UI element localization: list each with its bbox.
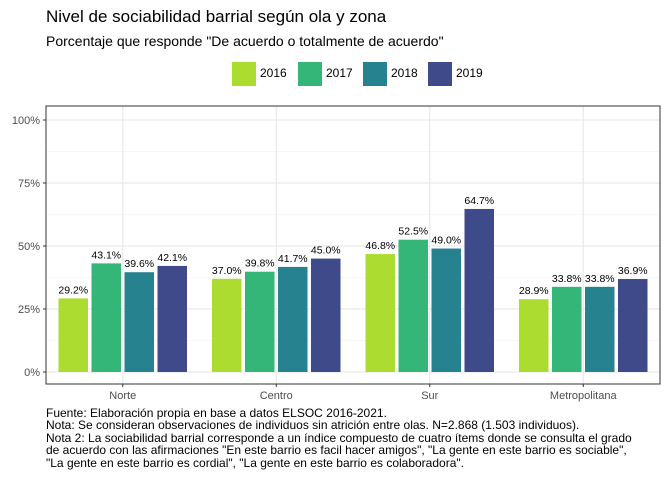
bar-2017-norte [91,263,121,372]
data-label-2019-centro: 45.0% [311,245,341,257]
legend-key-2016 [232,62,256,86]
note-2-line-1: Nota 2: La sociabilidad barrial correspo… [46,430,632,445]
note-1: Nota: Se consideran observaciones de ind… [46,418,580,433]
legend-label-2016: 2016 [260,66,287,80]
bar-2018-sur [431,248,461,372]
chart-notes: Fuente: Elaboración propia en base a dat… [46,407,632,469]
data-label-2016-sur: 46.8% [365,240,395,252]
bar-2016-centro [212,278,242,372]
data-label-2018-metropolitana: 33.8% [585,273,615,285]
legend-key-2018 [363,62,387,86]
note-2-line-2: de acuerdo con las afirmaciones "En este… [46,443,627,458]
y-tick-label: 0% [24,367,40,379]
data-label-2019-sur: 64.7% [464,195,494,207]
legend-key-2017 [298,62,322,86]
data-label-2017-norte: 43.1% [91,249,121,261]
bar-2018-norte [124,272,154,372]
data-label-2017-metropolitana: 33.8% [552,273,582,285]
bar-2019-centro [311,258,341,372]
y-tick-label: 25% [18,304,40,316]
note-2-line-3: "La gente en este barrio es cordial", "L… [46,455,464,470]
chart-subtitle: Porcentaje que responde "De acuerdo o to… [46,33,444,49]
legend-label-2019: 2019 [456,66,483,80]
bar-2017-centro [245,271,275,372]
note-source: Fuente: Elaboración propia en base a dat… [46,406,387,420]
data-label-2018-norte: 39.6% [124,258,154,270]
bar-2019-metropolitana [618,279,648,372]
x-tick-label-sur: Sur [421,390,438,402]
bar-2016-norte [58,298,88,372]
bar-2016-sur [365,254,395,372]
data-label-2016-norte: 29.2% [58,284,88,296]
data-label-2017-sur: 52.5% [398,226,428,238]
x-tick-label-norte: Norte [109,390,136,402]
bar-2016-metropolitana [519,299,549,372]
data-label-2019-norte: 42.1% [157,252,187,264]
bar-2019-norte [157,265,187,372]
data-label-2016-centro: 37.0% [212,265,242,277]
x-tick-label-metropolitana: Metropolitana [550,390,618,402]
chart-title: Nivel de sociabilidad barrial según ola … [46,7,387,26]
data-label-2019-metropolitana: 36.9% [618,265,648,277]
legend-key-2019 [428,62,452,86]
data-label-2016-metropolitana: 28.9% [519,285,549,297]
bar-chart: 0% 25% 50% 75% 100% 29.2% 43.1%39.6%42.1% Norte… [12,105,661,402]
bar-2017-metropolitana [552,286,582,372]
bar-2019-sur [464,208,494,372]
data-label-2018-centro: 41.7% [278,253,308,265]
x-tick-label-centro: Centro [260,390,293,402]
y-tick-label: 100% [12,115,40,127]
data-label-2018-sur: 49.0% [431,235,461,247]
legend-label-2017: 2017 [326,66,353,80]
legend-label-2018: 2018 [391,66,418,80]
bar-2018-centro [278,266,308,372]
y-tick-label: 75% [18,178,40,190]
bar-2017-sur [398,239,428,372]
data-label-2017-centro: 39.8% [245,258,275,270]
bar-2018-metropolitana [585,286,615,372]
plot-border [45,105,661,385]
y-tick-label: 50% [18,241,40,253]
